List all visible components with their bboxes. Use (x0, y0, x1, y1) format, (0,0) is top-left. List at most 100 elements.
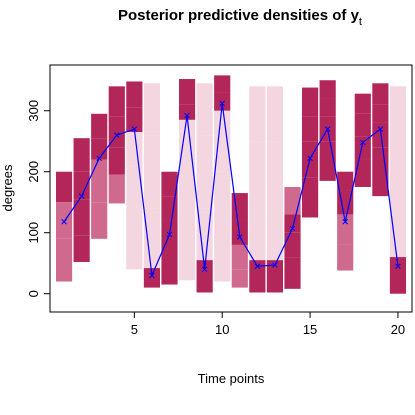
plot-frame (49, 64, 413, 313)
chart-title: Posterior predictive densities of yt (118, 7, 362, 28)
density-band-t18-seg3 (354, 159, 371, 187)
series-point-t16 (324, 126, 331, 132)
series-point-t2 (78, 193, 85, 199)
density-band-t18-seg1 (354, 113, 371, 137)
series-point-t5 (131, 126, 138, 132)
x-tick-label-20: 20 (391, 322, 405, 337)
density-band-t14-seg0 (284, 186, 301, 215)
density-band-t2-seg2 (73, 199, 90, 236)
chart-title-subscript: t (359, 16, 362, 28)
density-band-t6-seg2 (143, 208, 161, 269)
density-band-t13-seg1 (266, 141, 284, 215)
density-band-t12-seg1 (249, 141, 266, 215)
density-band-t9-seg1 (196, 135, 213, 209)
density-band-t20-seg1 (389, 153, 407, 215)
density-band-t12-seg2 (249, 214, 266, 261)
series-point-t12 (254, 263, 261, 270)
density-band-t4-seg0 (108, 86, 125, 117)
density-band-t5-seg3 (126, 165, 143, 270)
density-band-t9-seg0 (196, 83, 213, 136)
density-band-t13-seg3 (266, 260, 284, 293)
density-band-t2-seg3 (73, 235, 90, 262)
density-band-t3-seg2 (91, 159, 108, 203)
density-band-t8-seg2 (178, 119, 196, 184)
density-bands (55, 75, 407, 294)
y-axis: 0 100 200 300 (26, 100, 50, 297)
y-tick-label-200: 200 (26, 161, 41, 183)
density-band-t2-seg0 (73, 138, 90, 172)
density-band-t8-seg3 (178, 183, 196, 281)
density-band-t16-seg0 (319, 80, 336, 99)
density-band-t11-seg0 (231, 193, 248, 221)
density-band-t10-seg2 (214, 110, 231, 172)
density-band-t18-seg0 (354, 93, 371, 114)
density-band-t14-seg1 (284, 214, 301, 233)
y-axis-label: degrees (0, 164, 15, 211)
density-band-t3-seg1 (91, 138, 108, 160)
series-point-t3 (96, 155, 102, 162)
y-tick-label-100: 100 (26, 222, 41, 244)
y-tick-label-300: 300 (26, 100, 41, 122)
series-point-t6 (149, 272, 155, 279)
density-band-t5-seg2 (126, 132, 143, 166)
density-band-t20-seg3 (389, 257, 407, 294)
series-point-t1 (61, 218, 67, 225)
series-point-t4 (114, 132, 120, 138)
density-band-t20-seg0 (389, 86, 407, 154)
density-band-t6-seg3 (143, 268, 161, 288)
density-band-t17-seg2 (337, 214, 354, 245)
density-band-t11-seg2 (231, 244, 248, 270)
density-band-t14-seg3 (284, 257, 301, 289)
series-line-layer (61, 100, 401, 279)
density-band-t6-seg0 (143, 83, 161, 136)
density-band-t4-seg2 (108, 147, 125, 175)
series-line (63, 103, 399, 278)
series-point-t13 (272, 262, 278, 268)
density-band-t2-seg1 (73, 171, 90, 200)
series-point-t14 (289, 225, 296, 232)
density-band-t8-seg0 (178, 79, 196, 105)
density-band-t19-seg1 (372, 104, 389, 123)
density-band-t17-seg1 (337, 190, 354, 215)
density-band-t10-seg1 (214, 92, 231, 111)
series-point-t17 (342, 218, 348, 225)
density-band-t7-seg0 (161, 171, 178, 197)
series-point-t9 (201, 266, 208, 273)
density-band-t18-seg2 (354, 136, 371, 160)
density-band-t19-seg0 (372, 83, 389, 105)
x-tick-label-10: 10 (215, 322, 229, 337)
density-band-t1-seg2 (55, 238, 73, 282)
density-band-t1-seg0 (55, 171, 73, 203)
density-band-t15-seg1 (301, 116, 319, 142)
density-band-t9-seg2 (196, 208, 213, 261)
density-band-t20-seg2 (389, 214, 407, 258)
density-band-t6-seg1 (143, 135, 161, 209)
density-band-t15-seg0 (301, 87, 319, 117)
density-band-t5-seg0 (126, 81, 143, 108)
density-band-t16-seg1 (319, 98, 336, 117)
series-point-t7 (166, 231, 173, 238)
density-band-t5-seg1 (126, 107, 143, 133)
series-point-t10 (219, 100, 225, 107)
series-point-t20 (395, 263, 401, 270)
x-tick-label-15: 15 (303, 322, 317, 337)
density-band-t17-seg0 (337, 171, 354, 191)
series-point-t15 (307, 155, 313, 162)
series-point-t18 (360, 139, 366, 146)
density-band-t7-seg1 (161, 196, 178, 221)
chart-title-main: Posterior predictive densities of y (118, 7, 360, 24)
density-band-t19-seg2 (372, 122, 389, 148)
density-band-t17-seg3 (337, 244, 354, 271)
density-band-t3-seg0 (91, 113, 108, 139)
density-band-t9-seg3 (196, 260, 213, 293)
density-band-t3-seg3 (91, 202, 108, 239)
density-band-t12-seg0 (249, 86, 266, 142)
series-point-t19 (377, 126, 384, 132)
density-band-t11-seg3 (231, 269, 248, 288)
density-band-t10-seg3 (214, 171, 231, 282)
density-band-t4-seg3 (108, 174, 125, 204)
density-band-t10-seg0 (214, 75, 231, 93)
x-axis: 5 10 15 20 (131, 312, 405, 337)
series-point-t8 (184, 112, 190, 119)
